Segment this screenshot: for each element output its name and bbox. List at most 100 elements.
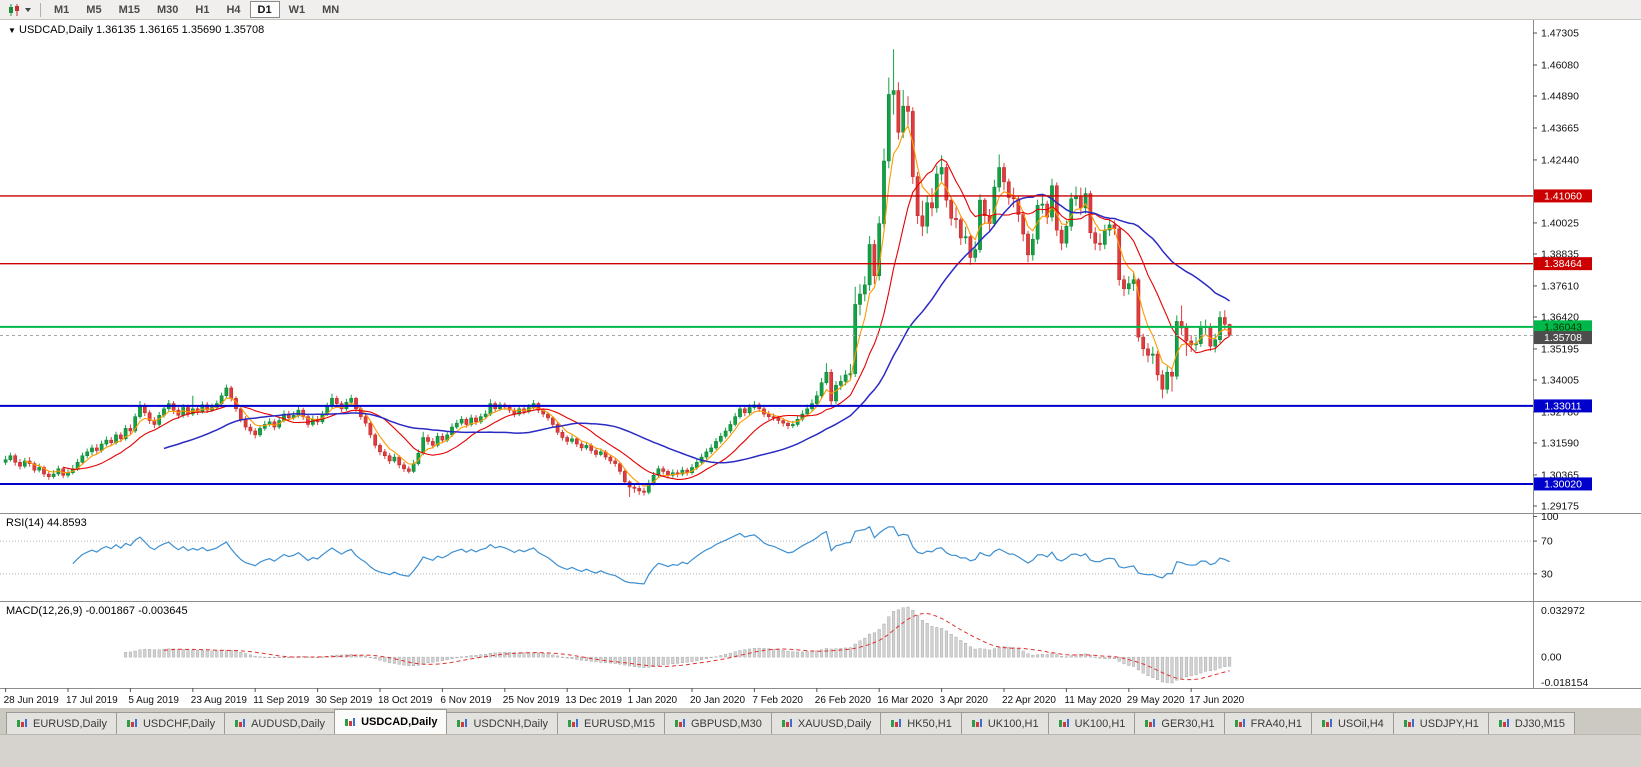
chart-tab-EURUSD,M15[interactable]: EURUSD,M15 xyxy=(557,712,665,734)
macd-histogram-bar xyxy=(1160,656,1164,683)
price-badge-box xyxy=(1534,189,1592,203)
chart-tab-USDJPY,H1[interactable]: USDJPY,H1 xyxy=(1392,712,1489,734)
candle-body xyxy=(738,408,742,417)
date-label: 17 Jun 2020 xyxy=(1189,695,1244,706)
candle-body xyxy=(147,412,152,421)
macd-histogram-bar xyxy=(488,653,492,658)
date-label: 5 Aug 2019 xyxy=(128,695,179,706)
price-line-badge[interactable]: 1.35708 xyxy=(1534,331,1592,345)
date-axis[interactable]: 28 Jun 2019 17 Jul 2019 5 Aug 2019 23 Aug 2… xyxy=(4,688,1245,706)
macd-scale-zero: 0.00 xyxy=(1541,652,1562,664)
macd-histogram-bar xyxy=(1189,656,1193,677)
chart-collapse-marker: ▼ xyxy=(8,26,16,35)
price-chart-canvas[interactable]: ▼ USDCAD,Daily 1.36135 1.36165 1.35690 1.… xyxy=(0,20,1641,708)
price-tick-label: 1.35195 xyxy=(1541,343,1579,355)
macd-histogram-bar xyxy=(772,648,776,658)
price-line-badge[interactable]: 1.38464 xyxy=(1534,257,1592,271)
candle-body xyxy=(426,437,430,442)
chart-tab-icon xyxy=(1403,718,1415,729)
timeframe-button-D1[interactable]: D1 xyxy=(249,1,280,18)
candle-body xyxy=(694,462,699,468)
main-price-pane: ▼ USDCAD,Daily 1.36135 1.36165 1.35690 1.… xyxy=(0,24,1533,497)
timeframe-button-M30[interactable]: M30 xyxy=(149,1,186,18)
macd-histogram-bar xyxy=(618,656,622,665)
chart-tab-USDCNH,Daily[interactable]: USDCNH,Daily xyxy=(446,712,559,734)
date-label: 3 Apr 2020 xyxy=(940,695,989,706)
window-footer xyxy=(0,734,1641,767)
candle-body xyxy=(205,404,210,411)
chart-tab-GER30,H1[interactable]: GER30,H1 xyxy=(1134,712,1225,734)
macd-histogram-bar xyxy=(1093,656,1097,658)
timeframe-button-MN[interactable]: MN xyxy=(314,1,347,18)
candle-body xyxy=(594,450,598,455)
chart-tab-USOil,H4[interactable]: USOil,H4 xyxy=(1310,712,1394,734)
chart-tab-icon xyxy=(971,718,983,729)
macd-histogram-bar xyxy=(728,652,732,658)
chart-tab-HK50,H1[interactable]: HK50,H1 xyxy=(880,712,962,734)
timeframe-button-M5[interactable]: M5 xyxy=(78,1,109,18)
chart-tab-USDCAD,Daily[interactable]: USDCAD,Daily xyxy=(334,709,448,734)
candle-body xyxy=(574,438,579,445)
macd-histogram-bar xyxy=(983,648,987,658)
price-line-badge[interactable]: 1.36043 xyxy=(1534,320,1592,334)
price-tick-label: 1.38835 xyxy=(1541,248,1579,260)
candle-body xyxy=(733,416,738,425)
chart-tab-AUDUSD,Daily[interactable]: AUDUSD,Daily xyxy=(224,712,336,734)
chart-tab-label: HK50,H1 xyxy=(907,717,952,730)
price-scale[interactable]: 1.47305 1.46080 1.44890 1.43665 1.42440 1.400… xyxy=(1533,28,1592,689)
timeframe-button-M15[interactable]: M15 xyxy=(111,1,148,18)
timeframe-button-W1[interactable]: W1 xyxy=(281,1,314,18)
macd-histogram-bar xyxy=(479,654,483,658)
candle-body xyxy=(661,468,666,472)
candle-body xyxy=(200,404,205,412)
macd-histogram-bar xyxy=(575,656,579,660)
candle-body xyxy=(814,395,819,404)
candle-body xyxy=(483,413,488,417)
candle-body xyxy=(42,467,46,475)
macd-histogram-bar xyxy=(1098,656,1102,659)
macd-histogram-bar xyxy=(532,652,536,658)
candle-body xyxy=(973,249,978,258)
chart-tab-XAUUSD,Daily[interactable]: XAUUSD,Daily xyxy=(770,712,882,734)
macd-histogram-bar xyxy=(460,656,464,658)
chart-tab-DJ30,M15[interactable]: DJ30,M15 xyxy=(1487,712,1576,734)
candle-body xyxy=(1141,336,1146,350)
candle-body xyxy=(109,439,114,443)
date-label: 29 May 2020 xyxy=(1127,695,1185,706)
price-line-badge[interactable]: 1.33011 xyxy=(1534,399,1592,413)
candle-body xyxy=(997,167,1002,188)
candle-body xyxy=(939,167,944,175)
timeframe-button-H1[interactable]: H1 xyxy=(187,1,217,18)
price-badge-box xyxy=(1534,257,1592,271)
chart-tab-EURUSD,Daily[interactable]: EURUSD,Daily xyxy=(6,712,117,734)
macd-label: MACD(12,26,9) -0.001867 -0.003645 xyxy=(6,605,188,617)
price-line-badge[interactable]: 1.41060 xyxy=(1534,189,1592,203)
macd-histogram-bar xyxy=(162,649,166,658)
macd-histogram-bar xyxy=(935,627,939,658)
macd-histogram-bar xyxy=(964,643,968,658)
timeframe-button-M1[interactable]: M1 xyxy=(46,1,77,18)
price-badge-box xyxy=(1534,477,1592,491)
chart-tab-GBPUSD,M30[interactable]: GBPUSD,M30 xyxy=(663,712,772,734)
price-badge-value: 1.33011 xyxy=(1544,400,1581,412)
macd-histogram-bar xyxy=(268,656,272,658)
candle-body xyxy=(51,473,56,477)
chart-tab-UK100,H1[interactable]: UK100,H1 xyxy=(960,712,1049,734)
macd-histogram-bar xyxy=(1165,656,1169,683)
timeframe-button-H4[interactable]: H4 xyxy=(218,1,248,18)
macd-histogram-bar xyxy=(445,656,449,661)
chart-tab-FRA40,H1[interactable]: FRA40,H1 xyxy=(1223,712,1312,734)
chart-symbol-ohlc: USDCAD,Daily 1.36135 1.36165 1.35690 1.3… xyxy=(19,24,264,36)
chart-tab-UK100,H1[interactable]: UK100,H1 xyxy=(1047,712,1136,734)
candle-body xyxy=(555,424,560,433)
chart-type-button[interactable] xyxy=(4,1,35,18)
price-line-badge[interactable]: 1.30020 xyxy=(1534,477,1592,491)
macd-histogram-bar xyxy=(685,656,689,663)
chart-tab-icon xyxy=(16,718,28,729)
date-label: 20 Jan 2020 xyxy=(690,695,745,706)
chart-tab-USDCHF,Daily[interactable]: USDCHF,Daily xyxy=(115,712,226,734)
macd-histogram-bar xyxy=(1050,653,1054,658)
candle-body xyxy=(930,202,934,209)
candle-body xyxy=(459,418,464,424)
candle-body xyxy=(8,455,13,460)
